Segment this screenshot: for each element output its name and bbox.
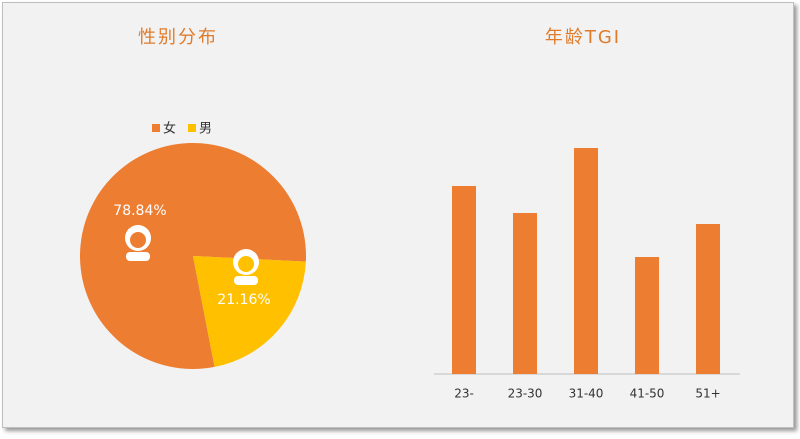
value-label: 78.84% [113, 203, 166, 219]
bar-title: 年龄TGI [545, 27, 621, 48]
x-tick-label: 23- [454, 387, 474, 401]
pie-slice [193, 256, 306, 367]
value-label: 21.16% [217, 292, 270, 308]
bar [696, 224, 720, 374]
female-icon-face [130, 232, 146, 248]
legend-swatch [152, 124, 160, 132]
x-tick-label: 31-40 [569, 387, 604, 401]
bar [574, 148, 598, 374]
x-tick-label: 23-30 [508, 387, 543, 401]
bar [452, 186, 476, 374]
pie-title: 性别分布 [138, 27, 218, 48]
male-icon-body [234, 276, 258, 285]
x-tick-label: 51+ [695, 387, 720, 401]
male-icon-face [238, 256, 254, 272]
bar [635, 257, 659, 374]
female-icon-body [126, 252, 150, 261]
legend-label: 女 [163, 121, 176, 137]
x-tick-label: 41-50 [630, 387, 665, 401]
bar [513, 213, 537, 374]
legend-swatch [188, 124, 196, 132]
legend-label: 男 [199, 122, 212, 137]
bar-chart: 23- 23-30 31-40 41-50 51+ [434, 148, 740, 401]
pie-chart: 78.84% 21.16% 女 男 [80, 121, 306, 369]
